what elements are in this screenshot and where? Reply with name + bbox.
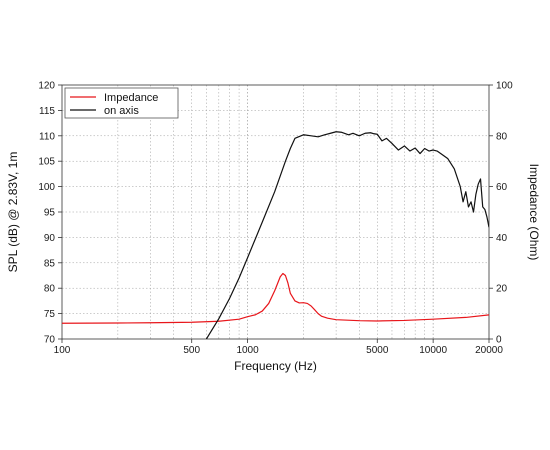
x-tick-label: 5000 [366,345,389,356]
legend: Impedance on axis [64,87,179,119]
y-left-tick-label: 80 [44,284,56,295]
y-left-tick-label: 115 [39,106,55,117]
x-axis-ticks: 100 500 1000 5000 10000 20000 [54,339,503,356]
y-axis-right-title: Impedance (Ohm) [527,164,541,261]
y-left-tick-label: 70 [44,335,56,346]
x-axis-title: Frequency (Hz) [234,359,317,373]
x-tick-label: 100 [54,345,71,356]
y-axis-right-ticks: 0 20 40 60 80 100 [489,81,513,346]
series-impedance-line [62,272,489,324]
y-left-tick-label: 85 [44,258,56,269]
y-axis-left-title: SPL (dB) @ 2.83V, 1m [6,152,20,273]
y-left-tick-label: 105 [38,157,55,168]
y-right-tick-label: 40 [496,233,508,244]
y-left-tick-label: 75 [44,309,56,320]
y-right-tick-label: 60 [496,182,508,193]
series-on-axis-line [205,131,489,339]
y-left-tick-label: 90 [44,233,56,244]
grid [62,85,489,339]
y-right-tick-label: 20 [496,284,508,295]
legend-box [64,87,179,119]
y-right-tick-label: 100 [496,81,513,92]
x-tick-label: 1000 [236,345,259,356]
y-left-tick-label: 110 [39,131,55,142]
y-axis-left-ticks: 70 75 80 85 90 95 100 105 110 115 120 [38,81,62,346]
legend-label-on-axis: on axis [104,105,139,117]
x-tick-label: 10000 [419,345,447,356]
y-left-tick-label: 120 [38,81,55,92]
series-layer [62,131,489,339]
x-tick-label: 20000 [475,345,503,356]
y-right-tick-label: 80 [496,131,508,142]
y-right-tick-label: 0 [496,335,502,346]
y-left-tick-label: 95 [44,208,56,219]
x-tick-label: 500 [183,345,200,356]
y-left-tick-label: 100 [38,182,55,193]
legend-label-impedance: Impedance [104,92,158,104]
